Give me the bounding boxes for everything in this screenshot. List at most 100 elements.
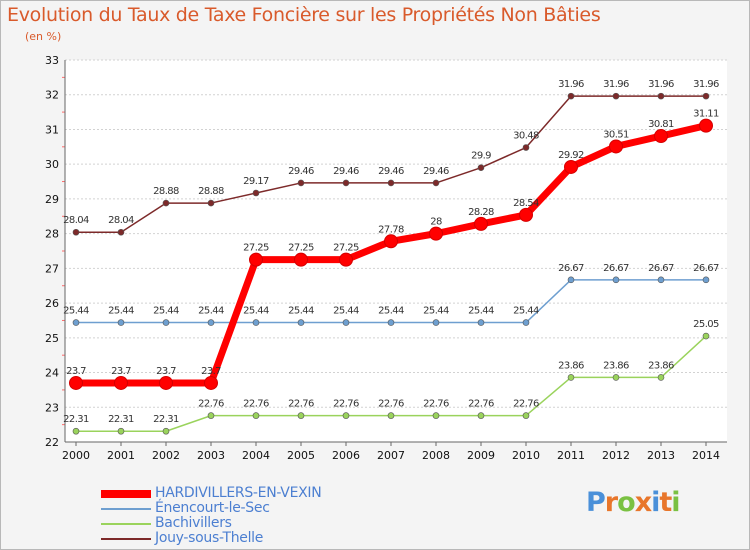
data-point-1	[522, 319, 530, 326]
data-label-3: 31.96	[648, 79, 674, 90]
data-label-3: 29.9	[471, 151, 491, 162]
data-point-0	[159, 375, 173, 390]
data-label-0: 23.7	[66, 366, 86, 377]
y-tick-label: 31	[45, 123, 59, 136]
data-label-3: 29.46	[333, 166, 359, 177]
data-point-0	[204, 375, 218, 390]
data-label-0: 27.25	[288, 243, 314, 254]
x-tick-label: 2006	[332, 449, 360, 462]
legend-swatch-2	[101, 523, 151, 525]
data-point-3	[72, 228, 80, 236]
x-tick-label: 2009	[467, 449, 495, 462]
data-label-1: 26.67	[693, 263, 719, 274]
data-point-2	[342, 412, 350, 419]
y-tick-label: 28	[45, 228, 59, 241]
data-point-1	[72, 319, 80, 326]
data-label-2: 22.76	[468, 399, 494, 410]
data-label-3: 29.46	[288, 166, 314, 177]
data-label-2: 23.86	[603, 360, 629, 371]
axes: 22 23 24 25 26 27 28 29 30 31 32 33 2000 2001 2002 2003…	[45, 54, 727, 462]
data-point-3	[162, 199, 170, 207]
y-tick-label: 22	[45, 436, 59, 449]
data-label-3: 31.96	[693, 79, 719, 90]
data-label-0: 27.78	[378, 224, 404, 235]
data-label-1: 25.44	[108, 306, 134, 317]
data-label-1: 25.44	[63, 306, 89, 317]
data-point-1	[252, 319, 260, 326]
data-label-2: 22.76	[513, 399, 539, 410]
y-tick-label: 25	[45, 332, 59, 345]
data-point-3	[657, 92, 665, 100]
proxiti-logo: Proxiti	[586, 487, 681, 518]
logo-letter: r	[604, 487, 618, 518]
data-label-1: 25.44	[513, 306, 539, 317]
y-tick-label: 24	[45, 367, 59, 380]
data-label-0: 27.25	[333, 243, 359, 254]
data-label-2: 23.86	[558, 360, 584, 371]
data-point-0	[429, 226, 443, 241]
data-label-1: 25.44	[198, 306, 224, 317]
data-point-0	[384, 234, 398, 249]
data-point-2	[297, 412, 305, 419]
legend-swatch-0	[101, 490, 151, 498]
data-label-2: 22.31	[63, 414, 89, 425]
data-label-2: 22.76	[423, 399, 449, 410]
data-label-3: 30.48	[513, 131, 539, 142]
x-tick-label: 2004	[242, 449, 270, 462]
data-point-3	[432, 179, 440, 187]
data-point-2	[162, 427, 170, 435]
x-tick-label: 2000	[62, 449, 90, 462]
data-label-0: 29.92	[558, 150, 584, 161]
data-point-1	[567, 276, 575, 284]
y-tick-label: 33	[45, 54, 59, 67]
y-tick-label: 27	[45, 262, 59, 275]
data-point-0	[339, 252, 353, 267]
data-label-1: 25.44	[468, 306, 494, 317]
data-point-2	[117, 427, 125, 435]
legend-label-1: Énencourt-le-Sec	[155, 500, 270, 516]
x-tick-label: 2002	[152, 449, 180, 462]
data-point-2	[432, 412, 440, 419]
data-point-1	[477, 319, 485, 326]
y-axis-unit-label: (en %)	[25, 30, 62, 43]
x-tick-label: 2013	[647, 449, 675, 462]
legend-label-0: HARDIVILLERS-EN-VEXIN	[155, 485, 322, 501]
y-tick-label: 29	[45, 193, 59, 206]
data-point-3	[522, 144, 530, 151]
data-point-1	[387, 319, 395, 326]
legend-item-3: Jouy-sous-Thelle	[101, 530, 421, 547]
data-label-2: 22.76	[378, 399, 404, 410]
x-tick-label: 2007	[377, 449, 405, 462]
data-point-3	[567, 92, 575, 100]
data-point-3	[702, 92, 710, 100]
data-label-1: 25.44	[333, 306, 359, 317]
data-point-2	[387, 412, 395, 419]
data-point-3	[207, 199, 215, 207]
data-point-3	[297, 179, 305, 187]
logo-letter: x	[634, 487, 652, 518]
data-label-1: 25.44	[378, 306, 404, 317]
y-tick-label: 23	[45, 401, 59, 414]
data-label-1: 25.44	[423, 306, 449, 317]
data-point-2	[612, 374, 620, 381]
data-label-0: 23.7	[156, 366, 176, 377]
data-label-2: 23.86	[648, 360, 674, 371]
y-tick-label: 30	[45, 158, 59, 171]
data-point-1	[702, 276, 710, 284]
data-point-0	[474, 216, 488, 231]
data-point-0	[249, 252, 263, 267]
x-tick-label: 2005	[287, 449, 315, 462]
data-label-3: 28.88	[153, 186, 179, 197]
series-lines	[69, 92, 713, 435]
data-label-3: 28.88	[198, 186, 224, 197]
data-label-2: 22.31	[153, 414, 179, 425]
logo-letter: i	[671, 487, 680, 518]
data-label-3: 29.46	[423, 166, 449, 177]
data-label-1: 26.67	[558, 263, 584, 274]
data-point-3	[252, 189, 260, 197]
data-label-0: 23.7	[201, 366, 221, 377]
data-point-0	[609, 139, 623, 154]
data-label-1: 25.44	[153, 306, 179, 317]
data-point-1	[162, 319, 170, 326]
x-tick-label: 2008	[422, 449, 450, 462]
